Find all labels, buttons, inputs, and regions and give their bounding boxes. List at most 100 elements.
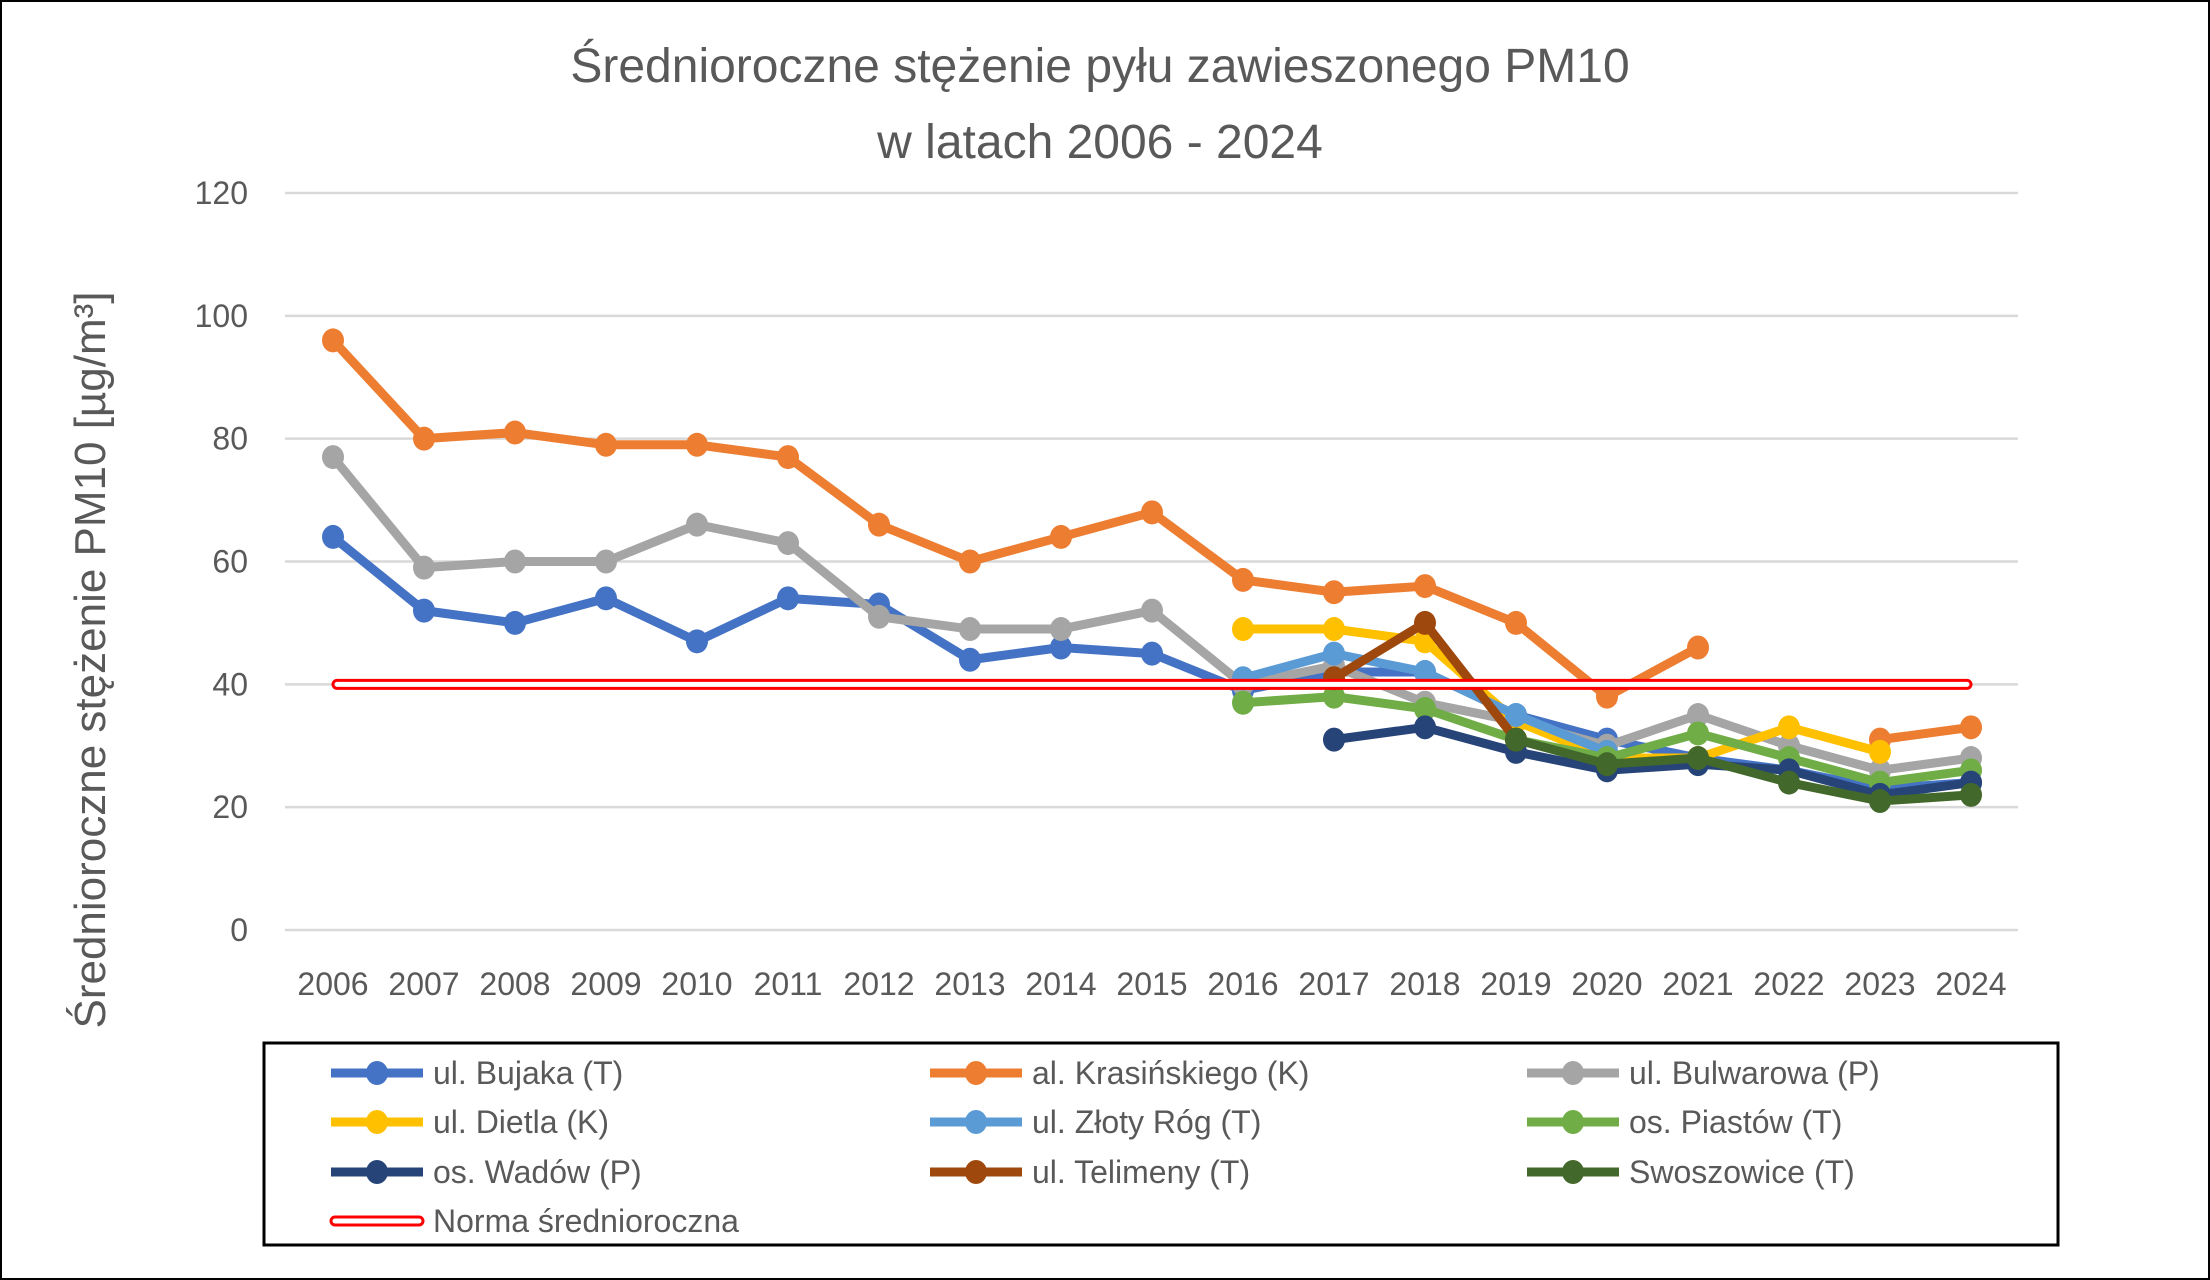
x-tick-label: 2020 [1571,966,1642,1002]
legend-label: ul. Telimeny (T) [1032,1154,1250,1190]
data-point [686,512,708,537]
legend-item: ul. Bujaka (T) [331,1055,623,1091]
data-point [959,647,981,672]
legend-label: ul. Złoty Róg (T) [1032,1104,1261,1140]
y-tick-label: 40 [212,666,248,702]
legend-marker [366,1110,388,1134]
data-point [1505,610,1527,635]
legend-item: os. Wadów (P) [331,1154,642,1190]
data-point [595,549,617,574]
legend-box [262,1041,2060,1247]
legend-label: Swoszowice (T) [1629,1154,1855,1190]
data-point [1960,782,1982,807]
x-tick-label: 2018 [1389,966,1460,1002]
x-tick-label: 2017 [1298,966,1369,1002]
x-tick-label: 2010 [661,966,732,1002]
series-2 [322,445,1982,783]
data-point [1232,690,1254,715]
series-line [1514,735,1972,806]
chart-title-line-1: Średnioroczne stężenie pyłu zawieszonego… [570,38,1629,93]
legend-marker [1562,1110,1584,1134]
y-tick-label: 20 [212,789,248,825]
x-tick-label: 2014 [1025,966,1096,1002]
legend-label: ul. Dietla (K) [433,1104,609,1140]
data-point [1687,721,1709,746]
data-point [777,586,799,611]
data-point [322,445,344,470]
norm-line [331,678,1973,690]
legend-label: os. Wadów (P) [433,1154,642,1190]
data-point [1869,739,1891,764]
data-point [1687,746,1709,771]
data-point [777,531,799,556]
x-tick-label: 2011 [754,966,823,1002]
data-point [1505,703,1527,728]
x-tick-label: 2012 [843,966,914,1002]
data-point [1050,524,1072,549]
data-point [1050,617,1072,642]
data-point [959,617,981,642]
data-point [1414,610,1436,635]
legend-item: ul. Bulwarowa (P) [1527,1055,1880,1091]
legend-label: ul. Bulwarowa (P) [1629,1055,1880,1091]
data-point [1414,696,1436,721]
data-point [1414,660,1436,685]
series-line [1243,624,1882,763]
data-point [1778,715,1800,740]
x-tick-label: 2019 [1480,966,1551,1002]
data-point [595,586,617,611]
legend-item: ul. Dietla (K) [331,1104,609,1140]
series-4 [1232,641,1618,764]
data-point [1323,727,1345,752]
x-tick-label: 2006 [297,966,368,1002]
data-point [504,420,526,445]
data-point [959,549,981,574]
data-point [1232,617,1254,642]
data-point [595,432,617,457]
legend-label: os. Piastów (T) [1629,1104,1842,1140]
data-point [1414,715,1436,740]
y-tick-label: 120 [195,175,248,211]
y-tick-label: 100 [195,298,248,334]
x-tick-label: 2009 [570,966,641,1002]
data-point [504,549,526,574]
data-point [413,555,435,580]
data-point [504,610,526,635]
data-point [1141,598,1163,623]
legend-swatch [329,1215,425,1227]
x-tick-label: 2022 [1753,966,1824,1002]
x-tick-label: 2016 [1207,966,1278,1002]
data-point [1687,635,1709,660]
data-point [686,629,708,654]
data-point [1141,500,1163,525]
series-1 [322,328,1982,752]
legend-marker [965,1110,987,1134]
data-point [1141,641,1163,666]
data-point [777,445,799,470]
data-point [1323,641,1345,666]
x-tick-label: 2021 [1662,966,1733,1002]
legend-item: os. Piastów (T) [1527,1104,1842,1140]
x-tick-label: 2024 [1935,966,2006,1002]
data-point [322,328,344,353]
legend-item: ul. Telimeny (T) [930,1154,1250,1190]
legend-marker [366,1061,388,1085]
data-point [868,604,890,629]
y-tick-label: 0 [230,912,248,948]
x-tick-label: 2008 [479,966,550,1002]
legend-marker [965,1061,987,1085]
data-point [413,598,435,623]
x-tick-label: 2023 [1844,966,1915,1002]
data-point [1687,703,1709,728]
legend-marker [366,1160,388,1184]
x-tick-label: 2007 [388,966,459,1002]
series-line [1333,722,1972,800]
legend-item: Norma średnioroczna [329,1203,739,1239]
legend-marker [1562,1061,1584,1085]
x-tick-label: 2015 [1116,966,1187,1002]
data-point [413,426,435,451]
series-line [329,337,1701,702]
data-point [1778,770,1800,795]
